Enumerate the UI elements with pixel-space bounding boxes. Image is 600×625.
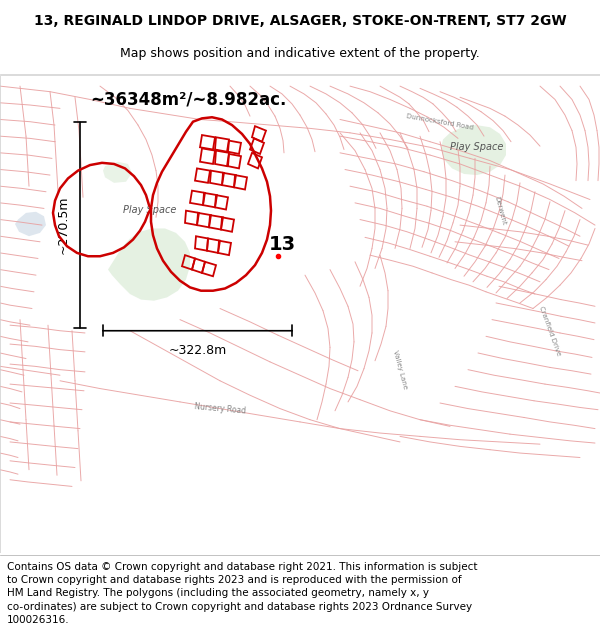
Text: ~322.8m: ~322.8m [169,344,227,357]
Text: Contains OS data © Crown copyright and database right 2021. This information is : Contains OS data © Crown copyright and d… [7,562,478,572]
Text: 13, REGINALD LINDOP DRIVE, ALSAGER, STOKE-ON-TRENT, ST7 2GW: 13, REGINALD LINDOP DRIVE, ALSAGER, STOK… [34,14,566,28]
Text: ~270.5m: ~270.5m [57,196,70,254]
Polygon shape [108,229,190,301]
Text: ~36348m²/~8.982ac.: ~36348m²/~8.982ac. [90,91,286,108]
Text: to Crown copyright and database rights 2023 and is reproduced with the permissio: to Crown copyright and database rights 2… [7,575,462,585]
Text: 13: 13 [268,234,296,254]
Text: Play Space: Play Space [124,204,176,214]
Text: Play Space: Play Space [451,142,503,152]
Text: 100026316.: 100026316. [7,615,70,625]
Polygon shape [15,212,46,236]
Text: Cranfield Drive: Cranfield Drive [538,305,562,356]
Text: co-ordinates) are subject to Crown copyright and database rights 2023 Ordnance S: co-ordinates) are subject to Crown copyr… [7,602,472,612]
Polygon shape [441,125,506,175]
Text: HM Land Registry. The polygons (including the associated geometry, namely x, y: HM Land Registry. The polygons (includin… [7,588,429,598]
Text: Valley Lane: Valley Lane [392,349,408,390]
Text: Map shows position and indicative extent of the property.: Map shows position and indicative extent… [120,48,480,61]
Polygon shape [103,162,132,183]
Text: Nursery Road: Nursery Road [194,402,246,416]
Text: Dunnocksford Road: Dunnocksford Road [406,113,474,131]
Text: Derwent: Derwent [493,196,507,226]
